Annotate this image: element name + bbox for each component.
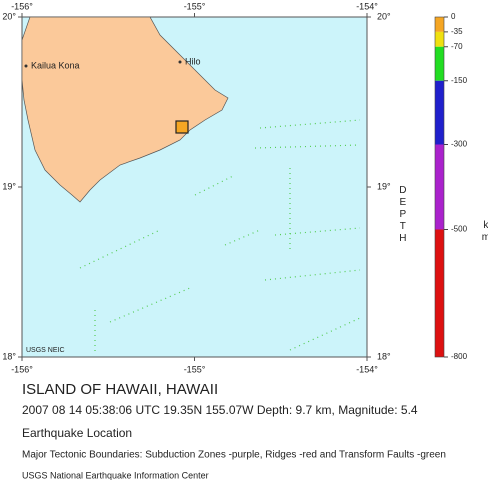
place-label: Hilo: [185, 56, 201, 66]
depth-label: 0: [451, 12, 456, 21]
plate-boundaries: [79, 119, 361, 352]
place-dot: [178, 60, 182, 64]
epicenter: [175, 120, 189, 134]
depth-label: -500: [451, 225, 468, 234]
depth-label: -800: [451, 352, 468, 361]
lon-label: -154°: [356, 1, 378, 11]
depth-band: [435, 46, 444, 81]
depth-label: -70: [451, 42, 463, 51]
depth-band: [435, 17, 444, 32]
lat-label: 18°: [377, 351, 391, 361]
depth-band: [435, 31, 444, 47]
depth-band: [435, 144, 444, 230]
island: [21, 16, 229, 203]
lon-label: -154°: [356, 364, 378, 374]
caption-details: 2007 08 14 05:38:06 UTC 19.35N 155.07W D…: [22, 403, 418, 417]
caption-title: ISLAND OF HAWAII, HAWAII: [22, 381, 218, 398]
caption-boundaries: Major Tectonic Boundaries: Subduction Zo…: [22, 450, 446, 461]
depth-band: [435, 80, 444, 145]
lat-label: 20°: [2, 11, 16, 21]
depth-label: -150: [451, 76, 468, 85]
depth-label: -35: [451, 27, 463, 36]
lon-label: -156°: [11, 364, 33, 374]
caption-source: USGS National Earthquake Information Cen…: [22, 470, 209, 480]
lon-label: -155°: [184, 1, 206, 11]
depth-label: -300: [451, 140, 468, 149]
depth-bar-frame: [434, 16, 445, 358]
lat-label: 20°: [377, 11, 391, 21]
legend-unit: km: [480, 220, 488, 244]
place-dot: [24, 64, 28, 68]
depth-band: [435, 229, 444, 357]
lon-label: -155°: [184, 364, 206, 374]
lon-label: -156°: [11, 1, 33, 11]
credit: USGS NEIC: [26, 347, 65, 354]
place-label: Kailua Kona: [31, 60, 80, 70]
lat-label: 18°: [2, 351, 16, 361]
legend-title: DEPTH: [397, 185, 408, 245]
caption-subtitle: Earthquake Location: [22, 426, 132, 440]
lat-label: 19°: [2, 181, 16, 191]
lat-label: 19°: [377, 181, 391, 191]
